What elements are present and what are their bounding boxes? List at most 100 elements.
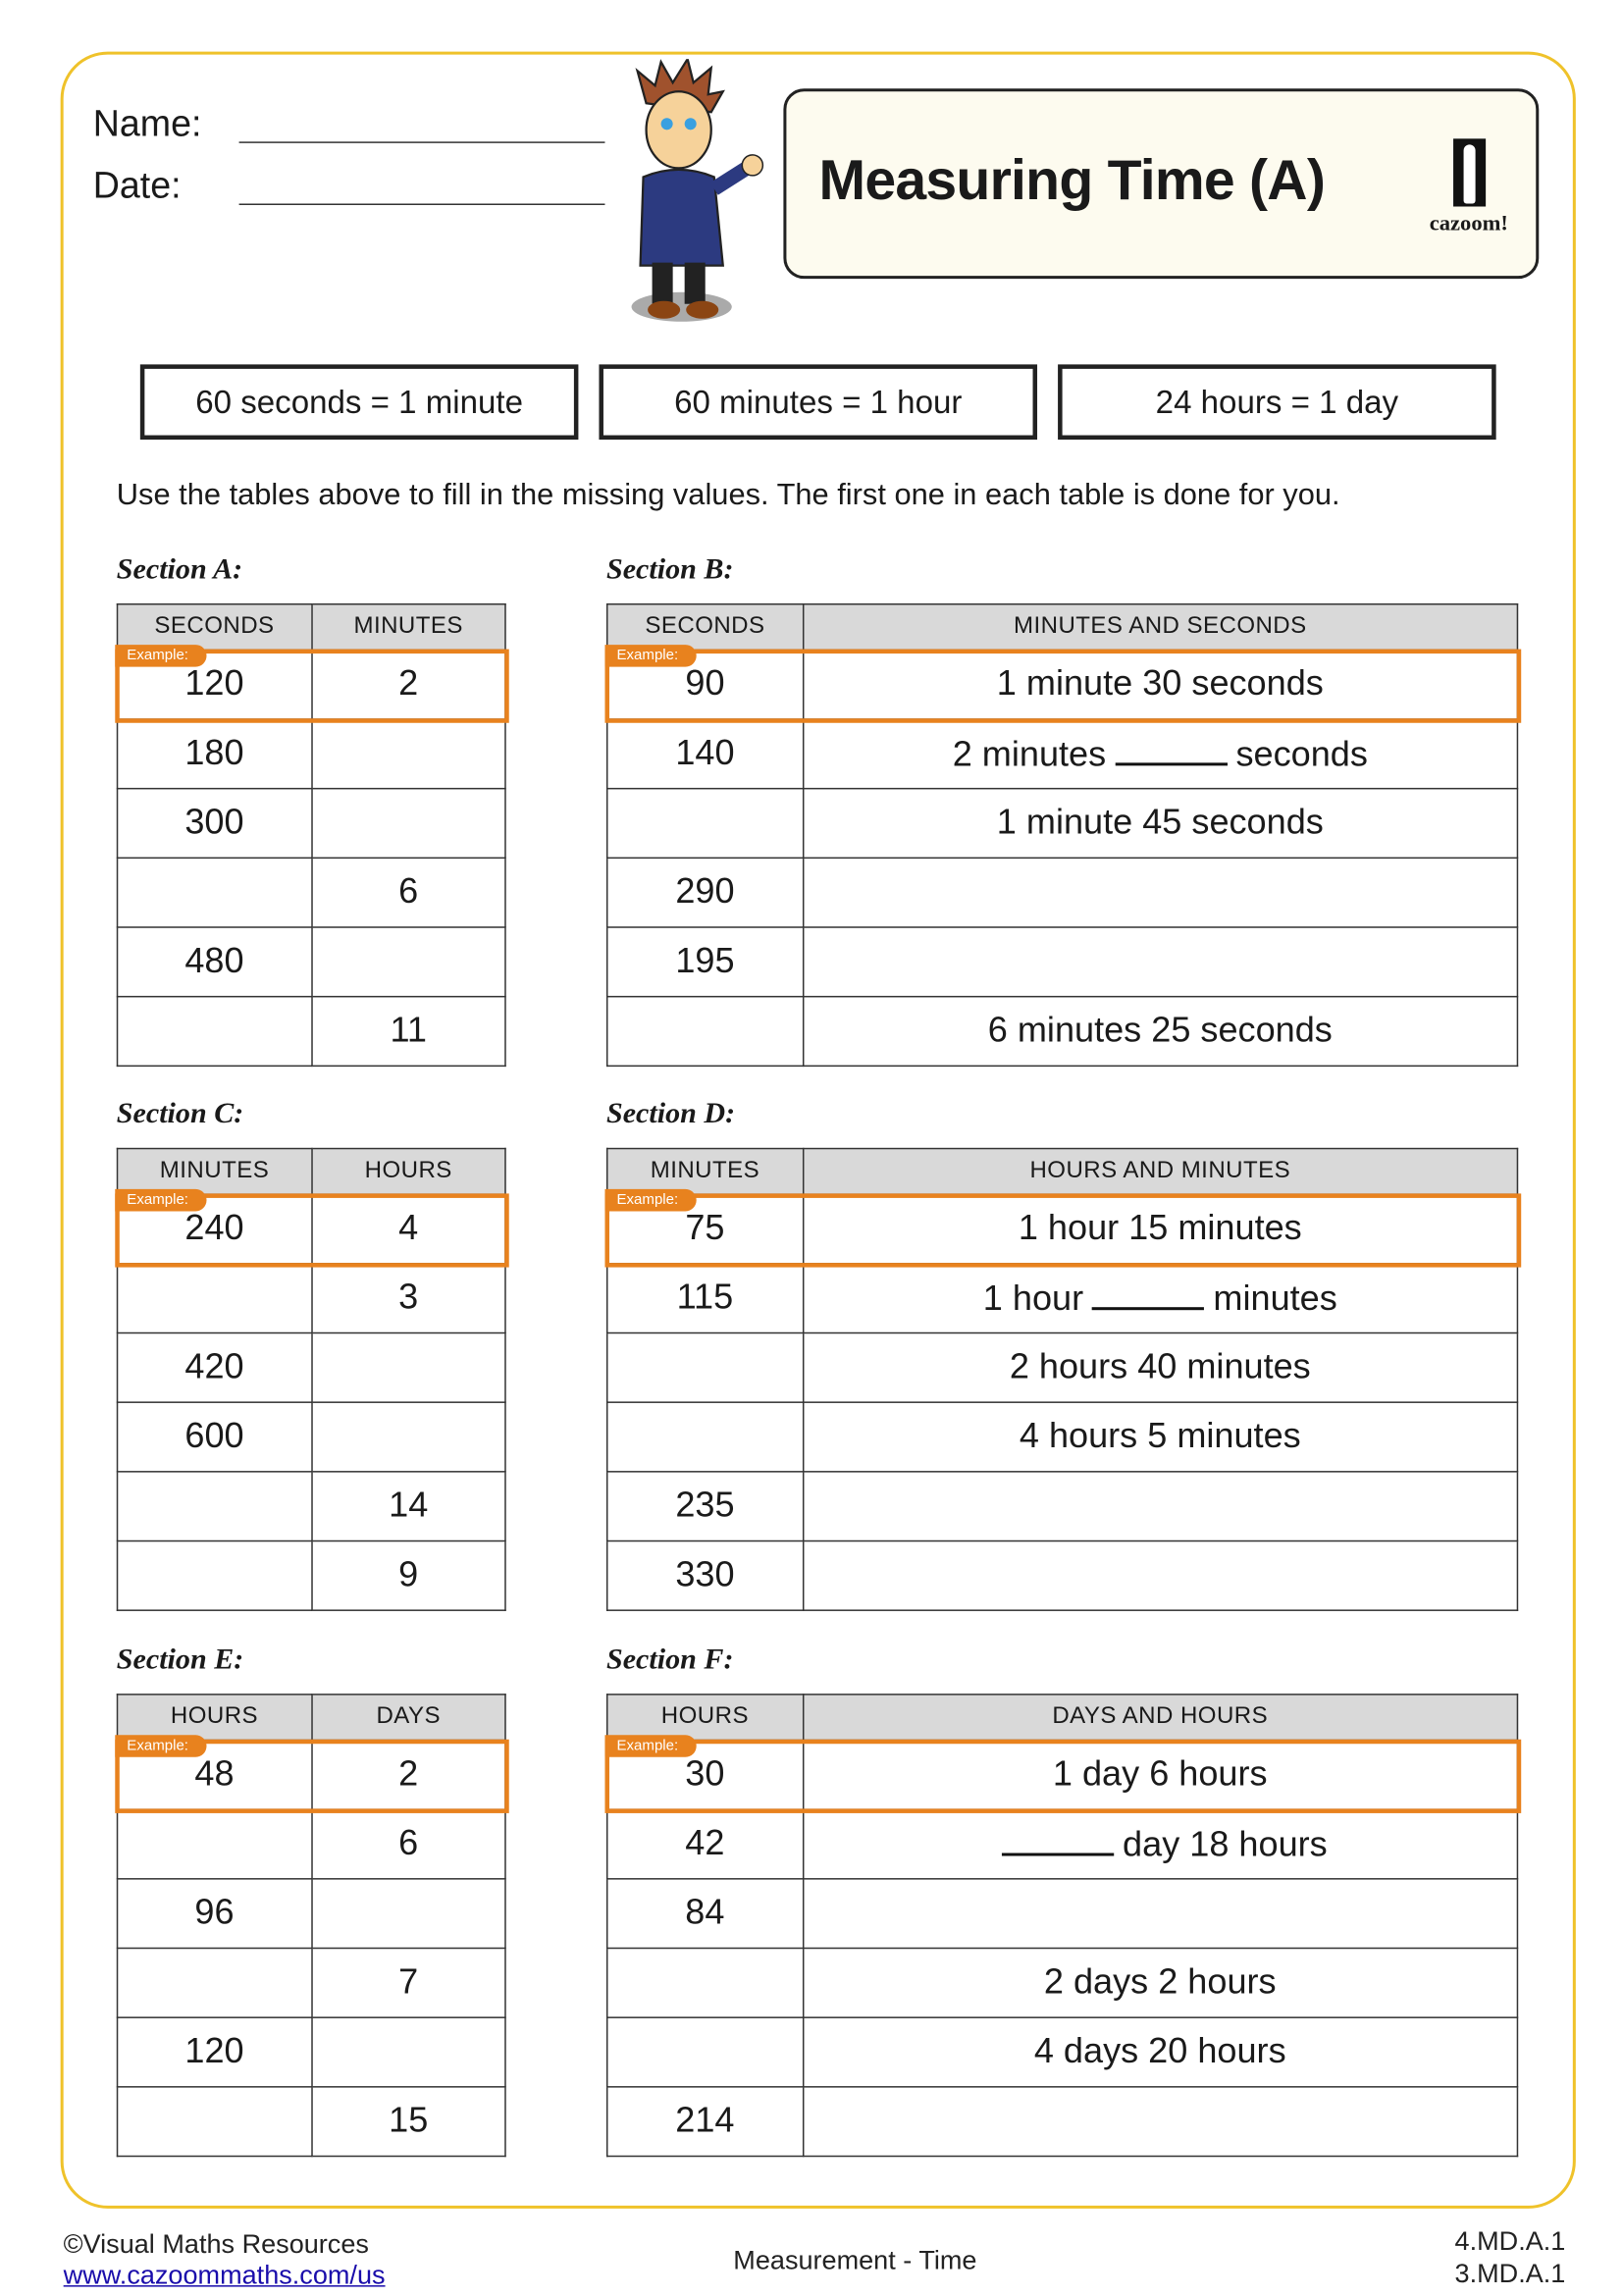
value-cell: 6 bbox=[310, 857, 506, 928]
column-header: MINUTES bbox=[310, 602, 506, 652]
answer-cell[interactable] bbox=[310, 1878, 506, 1950]
answer-cell[interactable] bbox=[605, 1331, 804, 1403]
fact-box-minutes: 60 minutes = 1 hour bbox=[599, 364, 1038, 441]
table-row: 420 bbox=[116, 1331, 506, 1403]
column-header: MINUTES AND SECONDS bbox=[802, 602, 1519, 652]
sectionc-table: MINUTES HOURS 240 4 3 420 600 14 9 bbox=[116, 1147, 506, 1611]
value-cell: 3 bbox=[310, 1263, 506, 1334]
table-row: 120 2 bbox=[116, 649, 506, 720]
answer-blank[interactable] bbox=[1001, 1823, 1115, 1855]
answer-cell[interactable] bbox=[116, 1947, 313, 2018]
page-border bbox=[60, 51, 1576, 2209]
sectionf-label: Section F: bbox=[605, 1644, 734, 1677]
value-cell: 235 bbox=[605, 1471, 804, 1542]
value-cell: 420 bbox=[116, 1331, 313, 1403]
answer-blank[interactable] bbox=[1115, 733, 1228, 765]
value-cell: 4 hours 5 minutes bbox=[802, 1401, 1519, 1473]
answer-cell[interactable] bbox=[116, 1808, 313, 1880]
answer-cell[interactable] bbox=[802, 926, 1519, 998]
answer-cell[interactable] bbox=[116, 1471, 313, 1542]
column-header: HOURS bbox=[605, 1694, 804, 1742]
name-field[interactable] bbox=[238, 141, 605, 143]
value-cell: 214 bbox=[605, 2086, 804, 2158]
answer-cell[interactable] bbox=[116, 1539, 313, 1611]
answer-cell[interactable] bbox=[605, 995, 804, 1068]
value-cell: 6 bbox=[310, 1808, 506, 1880]
page-title: Measuring Time (A) bbox=[818, 150, 1326, 213]
answer-cell[interactable] bbox=[310, 787, 506, 860]
sectionb-table: SECONDS MINUTES AND SECONDS 90 1 minute 30 … bbox=[605, 602, 1519, 1068]
sectiona-label: Section A: bbox=[116, 552, 243, 586]
answer-cell[interactable] bbox=[605, 1401, 804, 1473]
table-row: 48 2 bbox=[116, 1739, 506, 1810]
sectionc-label: Section C: bbox=[116, 1097, 244, 1130]
answer-cell[interactable] bbox=[802, 1471, 1519, 1542]
table-row: 84 bbox=[605, 1878, 1519, 1950]
value-cell: 290 bbox=[605, 857, 804, 928]
website-link[interactable]: www.cazoommaths.com/us bbox=[63, 2260, 386, 2290]
cartoon-boy-illustration bbox=[631, 59, 764, 322]
value-cell: 300 bbox=[116, 787, 313, 860]
value-cell: 15 bbox=[310, 2086, 506, 2158]
value-cell: 480 bbox=[116, 926, 313, 998]
answer-cell[interactable] bbox=[116, 2086, 313, 2158]
cell-text: day 18 hours bbox=[1123, 1824, 1328, 1864]
cell-text: 1 hour bbox=[982, 1278, 1084, 1319]
sectiond-table: MINUTES HOURS AND MINUTES 75 1 hour 15 minu… bbox=[605, 1147, 1519, 1611]
topic-label: Measurement - Time bbox=[733, 2245, 977, 2275]
table-row: 330 bbox=[605, 1539, 1519, 1611]
answer-cell[interactable] bbox=[310, 1331, 506, 1403]
answer-cell[interactable] bbox=[802, 2086, 1519, 2158]
date-field[interactable] bbox=[238, 203, 605, 206]
table-row: 30 1 day 6 hours bbox=[605, 1739, 1519, 1810]
answer-cell[interactable] bbox=[310, 2016, 506, 2088]
column-header: DAYS bbox=[310, 1694, 506, 1742]
answer-cell[interactable] bbox=[802, 1878, 1519, 1950]
answer-blank[interactable] bbox=[1092, 1277, 1205, 1310]
table-row: 90 1 minute 30 seconds bbox=[605, 649, 1519, 720]
value-cell: 2 bbox=[310, 1739, 506, 1810]
value-cell: 30 bbox=[605, 1739, 804, 1810]
column-header: HOURS bbox=[310, 1147, 506, 1195]
sectionf-table: HOURS DAYS AND HOURS 30 1 day 6 hours 42 day … bbox=[605, 1694, 1519, 2158]
value-cell: 1 minute 30 seconds bbox=[802, 649, 1519, 720]
value-cell: day 18 hours bbox=[802, 1808, 1519, 1880]
column-header: MINUTES bbox=[116, 1147, 313, 1195]
table-row: 214 bbox=[605, 2086, 1519, 2158]
answer-cell[interactable] bbox=[802, 857, 1519, 928]
value-cell: 120 bbox=[116, 649, 313, 720]
value-cell: 7 bbox=[310, 1947, 506, 2018]
answer-cell[interactable] bbox=[310, 926, 506, 998]
table-row: 11 bbox=[116, 995, 506, 1068]
table-row: 195 bbox=[605, 926, 1519, 998]
answer-cell[interactable] bbox=[116, 995, 313, 1068]
value-cell: 195 bbox=[605, 926, 804, 998]
answer-cell[interactable] bbox=[802, 1539, 1519, 1611]
table-row: 180 bbox=[116, 718, 506, 790]
answer-cell[interactable] bbox=[116, 1263, 313, 1334]
answer-cell[interactable] bbox=[605, 787, 804, 860]
value-cell: 120 bbox=[116, 2016, 313, 2088]
value-cell: 4 days 20 hours bbox=[802, 2016, 1519, 2088]
value-cell: 330 bbox=[605, 1539, 804, 1611]
table-row: 140 2 minutes seconds bbox=[605, 718, 1519, 790]
value-cell: 4 bbox=[310, 1193, 506, 1265]
answer-cell[interactable] bbox=[605, 2016, 804, 2088]
cell-text: minutes bbox=[1213, 1278, 1337, 1319]
column-header: SECONDS bbox=[116, 602, 313, 652]
table-row: 6 bbox=[116, 1808, 506, 1880]
table-row: 235 bbox=[605, 1471, 1519, 1542]
table-row: 4 days 20 hours bbox=[605, 2016, 1519, 2088]
table-row: 75 1 hour 15 minutes bbox=[605, 1193, 1519, 1265]
cup-icon bbox=[1452, 138, 1486, 207]
cazoom-logo: cazoom! bbox=[1413, 138, 1524, 241]
value-cell: 180 bbox=[116, 718, 313, 790]
answer-cell[interactable] bbox=[116, 857, 313, 928]
answer-cell[interactable] bbox=[310, 718, 506, 790]
logo-text: cazoom! bbox=[1429, 212, 1508, 236]
table-row: 1 minute 45 seconds bbox=[605, 787, 1519, 860]
answer-cell[interactable] bbox=[310, 1401, 506, 1473]
table-row: 6 bbox=[116, 857, 506, 928]
answer-cell[interactable] bbox=[605, 1947, 804, 2018]
value-cell: 600 bbox=[116, 1401, 313, 1473]
